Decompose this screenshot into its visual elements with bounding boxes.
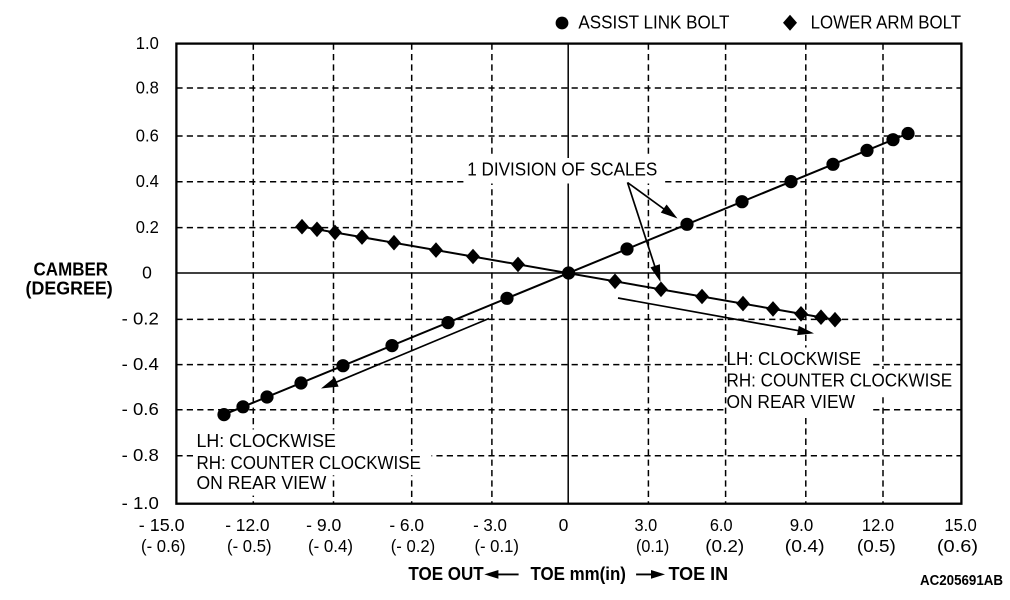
svg-text:LH: CLOCKWISE: LH: CLOCKWISE (727, 349, 862, 369)
svg-text:RH: COUNTER CLOCKWISE: RH: COUNTER CLOCKWISE (197, 453, 421, 473)
svg-text:1 DIVISION OF SCALES: 1 DIVISION OF SCALES (467, 160, 657, 180)
svg-text:9.0: 9.0 (790, 515, 814, 535)
svg-text:ASSIST LINK BOLT: ASSIST LINK BOLT (578, 13, 729, 33)
svg-text:0.6: 0.6 (136, 125, 159, 145)
svg-text:15.0: 15.0 (944, 515, 977, 535)
svg-text:(- 0.6): (- 0.6) (141, 536, 186, 556)
svg-text:- 1.0: - 1.0 (122, 493, 159, 513)
svg-text:RH: COUNTER CLOCKWISE: RH: COUNTER CLOCKWISE (727, 371, 953, 391)
svg-text:- 9.0: - 9.0 (306, 515, 341, 535)
svg-text:3.0: 3.0 (635, 515, 658, 535)
svg-text:(- 0.1): (- 0.1) (474, 536, 519, 556)
svg-text:- 12.0: - 12.0 (225, 515, 270, 535)
svg-text:- 3.0: - 3.0 (473, 515, 507, 535)
svg-text:12.0: 12.0 (862, 515, 894, 535)
svg-text:- 0.4: - 0.4 (122, 354, 159, 374)
svg-text:6.0: 6.0 (710, 515, 733, 535)
svg-text:TOE mm(in): TOE mm(in) (531, 563, 626, 584)
svg-text:(- 0.4): (- 0.4) (308, 536, 353, 556)
svg-text:1.0: 1.0 (136, 33, 159, 53)
svg-text:CAMBER: CAMBER (34, 259, 109, 279)
svg-text:TOE OUT: TOE OUT (408, 563, 484, 584)
svg-text:(- 0.2): (- 0.2) (391, 536, 436, 556)
svg-text:0.8: 0.8 (136, 77, 159, 97)
svg-text:- 15.0: - 15.0 (139, 515, 185, 535)
svg-text:- 0.6: - 0.6 (122, 399, 159, 419)
svg-text:(0.2): (0.2) (705, 536, 744, 556)
svg-text:0: 0 (559, 515, 569, 535)
svg-text:0.2: 0.2 (136, 217, 159, 237)
svg-text:(0.5): (0.5) (857, 536, 896, 556)
svg-text:ON REAR VIEW: ON REAR VIEW (727, 392, 856, 412)
svg-text:0.4: 0.4 (136, 171, 159, 191)
svg-text:- 0.2: - 0.2 (122, 309, 159, 329)
svg-text:AC205691AB: AC205691AB (920, 573, 1003, 589)
svg-text:- 6.0: - 6.0 (389, 515, 424, 535)
svg-text:LOWER ARM BOLT: LOWER ARM BOLT (811, 13, 962, 33)
svg-text:ON REAR VIEW: ON REAR VIEW (197, 473, 327, 493)
svg-text:(0.1): (0.1) (636, 536, 669, 556)
svg-text:- 0.8: - 0.8 (122, 445, 159, 465)
svg-text:0: 0 (142, 262, 152, 282)
svg-text:TOE IN: TOE IN (669, 563, 729, 584)
svg-text:(DEGREE): (DEGREE) (26, 278, 113, 298)
svg-text:(0.4): (0.4) (785, 536, 825, 556)
svg-text:LH: CLOCKWISE: LH: CLOCKWISE (197, 431, 336, 451)
svg-text:(- 0.5): (- 0.5) (227, 536, 272, 556)
svg-text:(0.6): (0.6) (937, 536, 978, 556)
